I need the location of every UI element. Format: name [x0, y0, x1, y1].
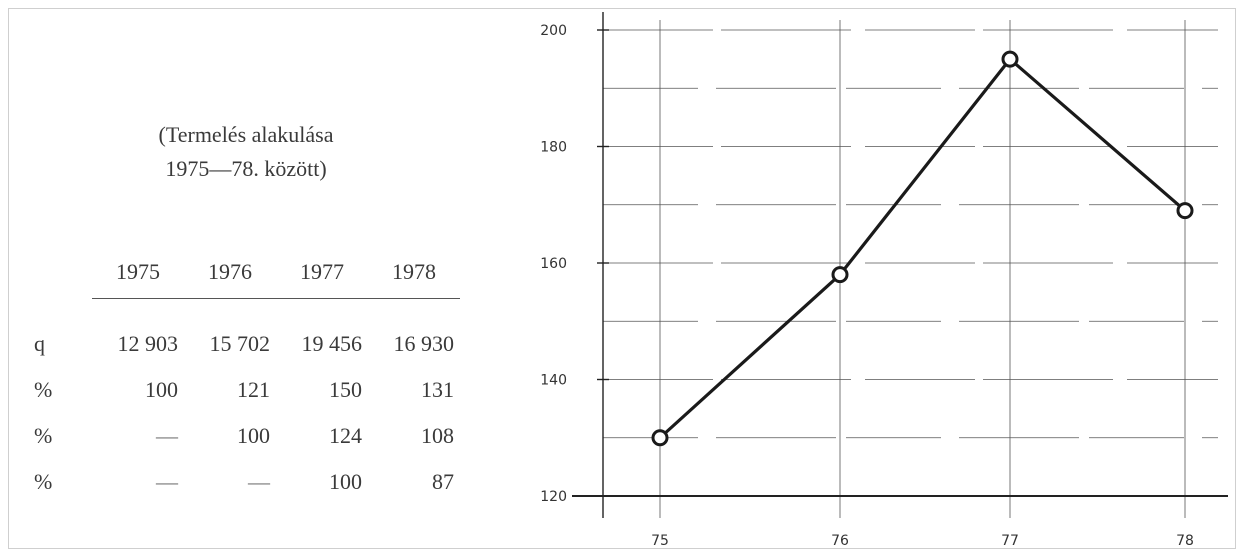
table-row: % — — 100 87: [34, 459, 460, 505]
production-table: 1975 1976 1977 1978 q 12 903 15 702 19 4…: [34, 246, 460, 505]
row-label: %: [34, 377, 53, 402]
table-row: % — 100 124 108: [34, 413, 460, 459]
table-cell: 12 903: [117, 331, 179, 356]
y-tick-label: 120: [540, 489, 567, 505]
table-cell: —: [156, 469, 178, 494]
table-row: q 12 903 15 702 19 456 16 930: [34, 321, 460, 367]
table-row: % 100 121 150 131: [34, 367, 460, 413]
x-tick-label: 76: [831, 533, 849, 549]
y-tick-label: 180: [540, 140, 567, 156]
series-line: [658, 57, 1187, 439]
y-tick-label: 140: [540, 373, 567, 389]
year-header-1976: 1976: [184, 246, 276, 299]
table-cell: 19 456: [301, 331, 363, 356]
y-tick-label: 200: [540, 23, 567, 39]
table-header-row: 1975 1976 1977 1978: [34, 246, 460, 299]
y-tick-label: 160: [540, 256, 567, 272]
row-label: q: [34, 331, 45, 356]
table-cell: —: [248, 469, 270, 494]
data-point: [1001, 50, 1019, 68]
data-point: [1176, 202, 1194, 220]
x-tick-label: 77: [1001, 533, 1019, 549]
data-point: [831, 266, 849, 284]
table-cell: —: [156, 423, 178, 448]
table-caption: (Termelés alakulása 1975—78. között): [116, 118, 376, 186]
table-cell: 100: [145, 377, 178, 402]
year-header-1975: 1975: [92, 246, 184, 299]
table-cell: 131: [421, 377, 454, 402]
table-cell: 16 930: [393, 331, 455, 356]
table-cell: 100: [237, 423, 270, 448]
table-cell: 108: [421, 423, 454, 448]
table-cell: 121: [237, 377, 270, 402]
year-header-1978: 1978: [368, 246, 460, 299]
year-header-1977: 1977: [276, 246, 368, 299]
table-cell: 100: [329, 469, 362, 494]
data-point: [651, 429, 669, 447]
caption-line-1: (Termelés alakulása: [158, 122, 334, 147]
table-cell: 150: [329, 377, 362, 402]
x-tick-label: 75: [651, 533, 669, 549]
row-label: %: [34, 469, 53, 494]
figure-frame: [8, 8, 1236, 549]
table-cell: 15 702: [209, 331, 271, 356]
x-tick-label: 78: [1176, 533, 1194, 549]
caption-line-2: 1975—78. között): [165, 156, 327, 181]
table-cell: 87: [432, 469, 454, 494]
row-label: %: [34, 423, 53, 448]
table-cell: 124: [329, 423, 362, 448]
